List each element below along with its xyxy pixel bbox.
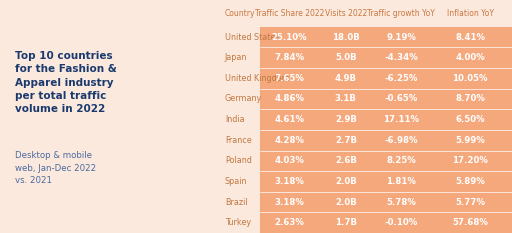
Text: Spain: Spain [225, 177, 247, 186]
Text: 4.00%: 4.00% [455, 53, 485, 62]
Text: United Kingdom: United Kingdom [225, 74, 290, 83]
Text: 2.0B: 2.0B [335, 177, 357, 186]
Text: 5.78%: 5.78% [387, 198, 416, 207]
Text: 4.61%: 4.61% [274, 115, 305, 124]
Text: 2.6B: 2.6B [335, 156, 357, 165]
Text: Desktop & mobile
web, Jan-Dec 2022
vs. 2021: Desktop & mobile web, Jan-Dec 2022 vs. 2… [15, 151, 96, 185]
Text: 8.25%: 8.25% [387, 156, 416, 165]
Bar [261, 192, 512, 212]
Bar [189, 89, 261, 109]
Bar [189, 192, 261, 212]
Text: Brazil: Brazil [225, 198, 247, 207]
Text: 2.7B: 2.7B [335, 136, 357, 145]
Text: 4.9B: 4.9B [335, 74, 357, 83]
Text: 2.0B: 2.0B [335, 198, 357, 207]
Bar [189, 212, 261, 233]
Text: 8.70%: 8.70% [455, 94, 485, 103]
Text: 1.7B: 1.7B [335, 218, 357, 227]
Bar [261, 130, 512, 151]
Text: 3.18%: 3.18% [274, 198, 304, 207]
Bar [261, 27, 512, 48]
Bar [189, 151, 261, 171]
Text: 7.65%: 7.65% [274, 74, 304, 83]
Text: 7.84%: 7.84% [274, 53, 305, 62]
Text: -6.98%: -6.98% [385, 136, 418, 145]
Text: Germany: Germany [225, 94, 262, 103]
Text: United States: United States [225, 33, 280, 42]
Text: 25.10%: 25.10% [272, 33, 307, 42]
Text: 4.28%: 4.28% [274, 136, 305, 145]
Bar [189, 48, 261, 68]
Text: Traffic Share 2022: Traffic Share 2022 [255, 9, 324, 18]
Text: 2.63%: 2.63% [274, 218, 304, 227]
Bar [189, 130, 261, 151]
Bar [189, 27, 261, 48]
Text: 17.11%: 17.11% [383, 115, 419, 124]
Text: Turkey: Turkey [225, 218, 251, 227]
Text: Country: Country [225, 9, 255, 18]
Text: Top 10 countries
for the Fashion &
Apparel industry
per total traffic
volume in : Top 10 countries for the Fashion & Appar… [15, 51, 117, 114]
Text: 3.1B: 3.1B [335, 94, 357, 103]
Bar [261, 212, 512, 233]
Text: Poland: Poland [225, 156, 252, 165]
Bar [261, 151, 512, 171]
Text: -4.34%: -4.34% [385, 53, 418, 62]
Text: Inflation YoY: Inflation YoY [446, 9, 494, 18]
Text: 6.50%: 6.50% [455, 115, 485, 124]
Text: -6.25%: -6.25% [385, 74, 418, 83]
Text: 4.03%: 4.03% [274, 156, 304, 165]
Text: France: France [225, 136, 252, 145]
Text: Traffic growth YoY: Traffic growth YoY [368, 9, 435, 18]
Bar [261, 171, 512, 192]
Bar [261, 109, 512, 130]
Text: 5.89%: 5.89% [455, 177, 485, 186]
Bar [189, 171, 261, 192]
Text: Visits 2022: Visits 2022 [325, 9, 367, 18]
Text: 57.68%: 57.68% [452, 218, 488, 227]
Text: 1.81%: 1.81% [387, 177, 416, 186]
Bar [189, 68, 261, 89]
Text: -0.10%: -0.10% [385, 218, 418, 227]
Text: Japan: Japan [225, 53, 247, 62]
Text: India: India [225, 115, 245, 124]
Text: 9.19%: 9.19% [387, 33, 416, 42]
Text: 17.20%: 17.20% [452, 156, 488, 165]
Bar [261, 48, 512, 68]
Text: 4.86%: 4.86% [274, 94, 305, 103]
Text: 5.0B: 5.0B [335, 53, 357, 62]
Text: 2.9B: 2.9B [335, 115, 357, 124]
Bar [261, 68, 512, 89]
Text: 5.99%: 5.99% [455, 136, 485, 145]
Bar [261, 89, 512, 109]
Text: 3.18%: 3.18% [274, 177, 304, 186]
Text: 8.41%: 8.41% [455, 33, 485, 42]
Text: 18.0B: 18.0B [332, 33, 360, 42]
Text: 10.05%: 10.05% [452, 74, 488, 83]
Bar [189, 109, 261, 130]
Text: -0.65%: -0.65% [385, 94, 418, 103]
Text: 5.77%: 5.77% [455, 198, 485, 207]
